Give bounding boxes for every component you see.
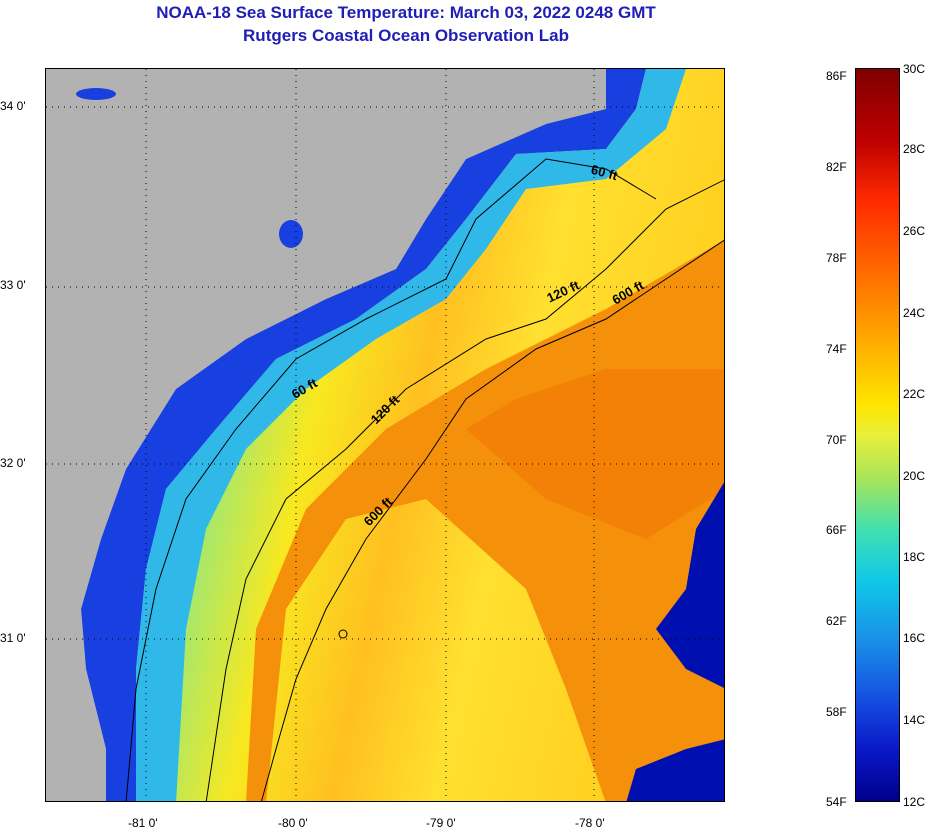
cb-c-28: 28C <box>903 142 926 156</box>
cold-eddy-east <box>656 482 724 688</box>
lat-label-32: 32 0' <box>0 456 26 470</box>
cb-c-14: 14C <box>903 713 926 727</box>
cb-f-74: 74F <box>826 342 847 356</box>
cb-c-24: 24C <box>903 306 926 320</box>
cool-band <box>136 69 686 801</box>
cb-c-26: 26C <box>903 224 926 238</box>
isobath-600ft <box>261 239 724 801</box>
graticule <box>46 69 724 801</box>
seamount-marker <box>338 629 348 639</box>
inland-lake <box>76 88 116 100</box>
inland-lake <box>279 220 303 248</box>
cb-f-82: 82F <box>826 160 847 174</box>
lon-label-80: -80 0' <box>278 816 308 830</box>
isobath-60ft <box>125 158 657 801</box>
lon-label-81: -81 0' <box>128 816 158 830</box>
lat-label-34: 34 0' <box>0 99 26 113</box>
sst-map-canvas <box>46 69 724 801</box>
cb-f-58: 58F <box>826 705 847 719</box>
lat-label-31: 31 0' <box>0 631 26 645</box>
gulf-stream-core <box>466 369 724 539</box>
cb-f-66: 66F <box>826 523 847 537</box>
cb-c-20: 20C <box>903 469 926 483</box>
cb-c-18: 18C <box>903 550 926 564</box>
cb-f-62: 62F <box>826 614 847 628</box>
cb-c-30: 30C <box>903 62 926 76</box>
map-subtitle: Rutgers Coastal Ocean Observation Lab <box>243 26 569 45</box>
sst-map[interactable]: 60 ft 120 ft 600 ft 60 ft 120 ft 600 ft <box>45 68 725 802</box>
lon-label-78: -78 0' <box>575 816 605 830</box>
cb-f-78: 78F <box>826 251 847 265</box>
lon-label-79: -79 0' <box>426 816 456 830</box>
cb-c-22: 22C <box>903 387 926 401</box>
cold-coastal-band <box>81 69 646 801</box>
map-title: NOAA-18 Sea Surface Temperature: March 0… <box>156 3 656 22</box>
cb-f-54: 54F <box>826 795 847 809</box>
land-mass <box>46 69 596 801</box>
cb-c-12: 12C <box>903 795 926 809</box>
cb-f-70: 70F <box>826 433 847 447</box>
cb-c-16: 16C <box>903 631 926 645</box>
temperature-colorbar <box>855 68 900 802</box>
cb-f-86: 86F <box>826 69 847 83</box>
cold-eddy-southeast <box>626 739 724 801</box>
isobath-120ft <box>205 179 724 801</box>
lat-label-33: 33 0' <box>0 278 26 292</box>
